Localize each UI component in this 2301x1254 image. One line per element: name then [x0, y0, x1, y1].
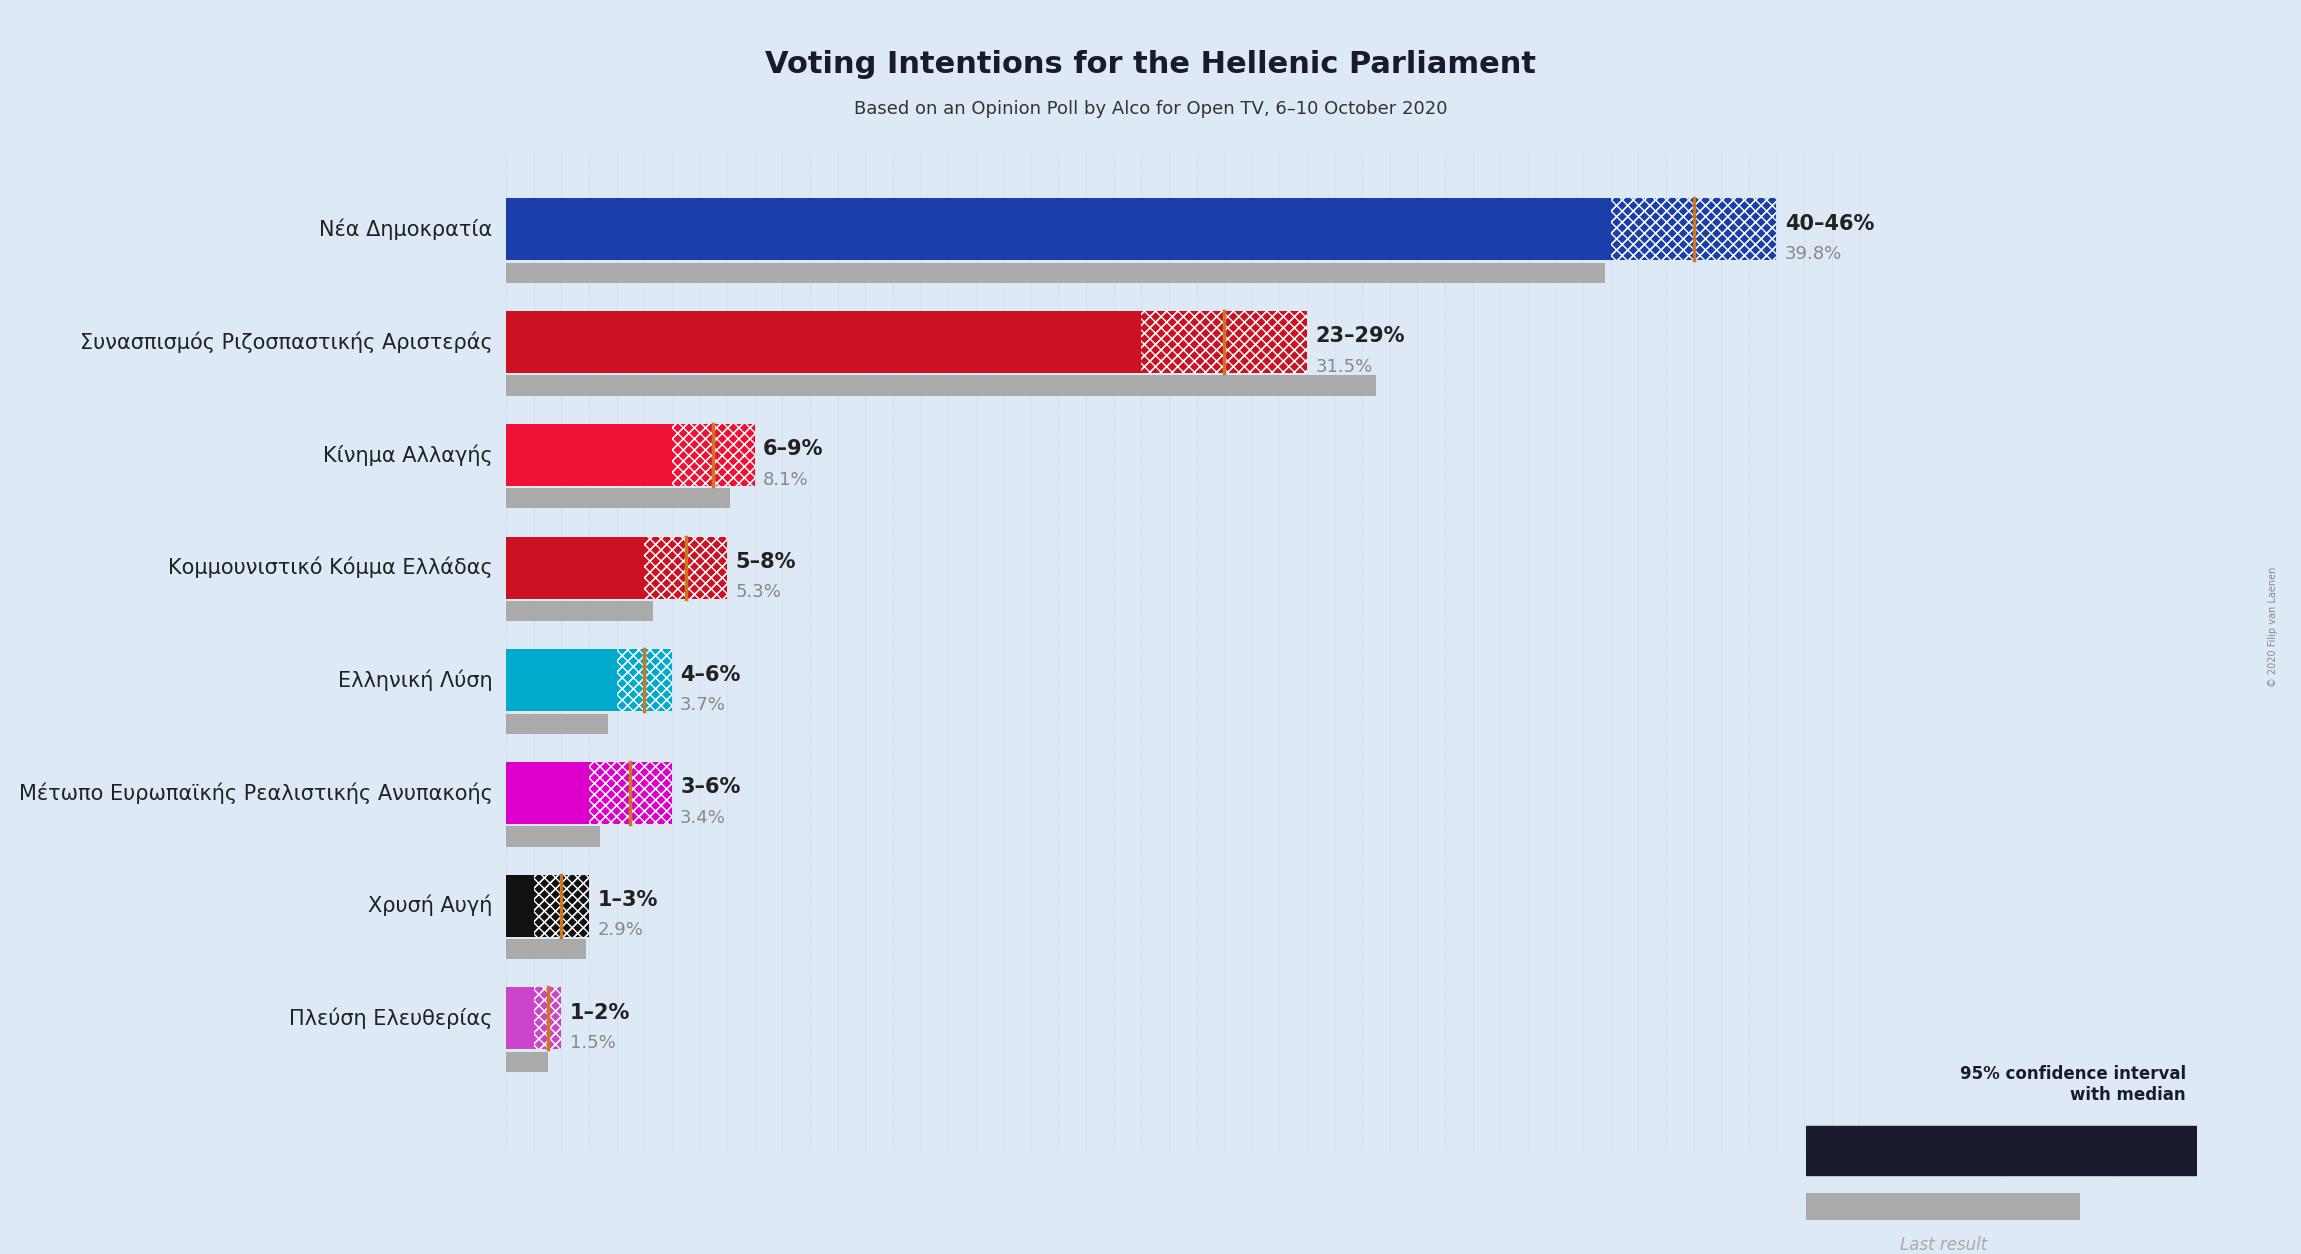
Bar: [506, 826, 601, 846]
Bar: [589, 762, 672, 824]
Bar: [506, 939, 587, 959]
Text: Πλεύση Ελευθερίας: Πλεύση Ελευθερίας: [290, 1008, 492, 1030]
Bar: [506, 424, 755, 485]
Text: Ελληνική Λύση: Ελληνική Λύση: [338, 670, 492, 691]
Bar: [644, 537, 727, 598]
Bar: [2002, 1126, 2119, 1175]
Text: 6–9%: 6–9%: [764, 439, 824, 459]
Text: 1.5%: 1.5%: [571, 1035, 614, 1052]
Bar: [617, 650, 672, 711]
Bar: [617, 650, 672, 711]
Bar: [672, 424, 755, 485]
Text: 39.8%: 39.8%: [1786, 246, 1841, 263]
Bar: [589, 762, 672, 824]
Bar: [506, 650, 672, 711]
Text: 1–2%: 1–2%: [571, 1003, 630, 1023]
Bar: [1611, 198, 1776, 261]
Bar: [506, 537, 727, 598]
Text: 2.9%: 2.9%: [598, 922, 644, 939]
Bar: [506, 762, 672, 824]
Bar: [506, 488, 729, 508]
Bar: [506, 198, 1776, 261]
Bar: [506, 987, 561, 1050]
Bar: [506, 714, 607, 734]
Bar: [506, 601, 653, 621]
Bar: [534, 987, 561, 1050]
Text: Voting Intentions for the Hellenic Parliament: Voting Intentions for the Hellenic Parli…: [764, 50, 1537, 79]
Bar: [644, 537, 727, 598]
Text: Κίνημα Αλλαγής: Κίνημα Αλλαγής: [322, 444, 492, 465]
Text: © 2020 Filip van Laenen: © 2020 Filip van Laenen: [2269, 567, 2278, 687]
Text: 5–8%: 5–8%: [736, 552, 796, 572]
Bar: [506, 1052, 548, 1072]
Bar: [2119, 1126, 2197, 1175]
Text: Χρυσή Αυγή: Χρυσή Αυγή: [368, 895, 492, 917]
Bar: [534, 875, 589, 937]
Bar: [506, 875, 589, 937]
Text: 8.1%: 8.1%: [764, 470, 808, 489]
Text: Κομμουνιστικό Κόμμα Ελλάδας: Κομμουνιστικό Κόμμα Ελλάδας: [168, 557, 492, 578]
Text: 3.4%: 3.4%: [681, 809, 727, 826]
Bar: [506, 375, 1376, 396]
Bar: [506, 262, 1606, 283]
Text: 23–29%: 23–29%: [1316, 326, 1404, 346]
Text: 4–6%: 4–6%: [681, 665, 741, 685]
Text: 40–46%: 40–46%: [1786, 213, 1873, 233]
Bar: [506, 311, 1307, 374]
Text: Nέα Δημοκρατία: Nέα Δημοκρατία: [320, 218, 492, 240]
Text: Συνασπισμός Ριζοσπαστικής Αριστεράς: Συνασπισμός Ριζοσπαστικής Αριστεράς: [81, 331, 492, 352]
Text: 95% confidence interval
with median: 95% confidence interval with median: [1960, 1065, 2186, 1104]
Text: Last result: Last result: [1901, 1236, 1986, 1254]
Bar: [1141, 311, 1307, 374]
Text: 3–6%: 3–6%: [681, 777, 741, 798]
Bar: [534, 987, 561, 1050]
Bar: [672, 424, 755, 485]
Bar: [2002, 1126, 2119, 1175]
Text: 1–3%: 1–3%: [598, 890, 658, 910]
Bar: [1141, 311, 1307, 374]
Text: Based on an Opinion Poll by Alco for Open TV, 6–10 October 2020: Based on an Opinion Poll by Alco for Ope…: [854, 100, 1447, 118]
Text: 3.7%: 3.7%: [681, 696, 727, 714]
Bar: [1806, 1126, 2002, 1175]
Text: 5.3%: 5.3%: [736, 583, 782, 602]
Text: 31.5%: 31.5%: [1316, 357, 1371, 376]
Text: Μέτωπο Ευρωπαϊκής Ρεαλιστικής Ανυπακοής: Μέτωπο Ευρωπαϊκής Ρεαλιστικής Ανυπακοής: [18, 782, 492, 804]
Bar: [534, 875, 589, 937]
Bar: [1611, 198, 1776, 261]
